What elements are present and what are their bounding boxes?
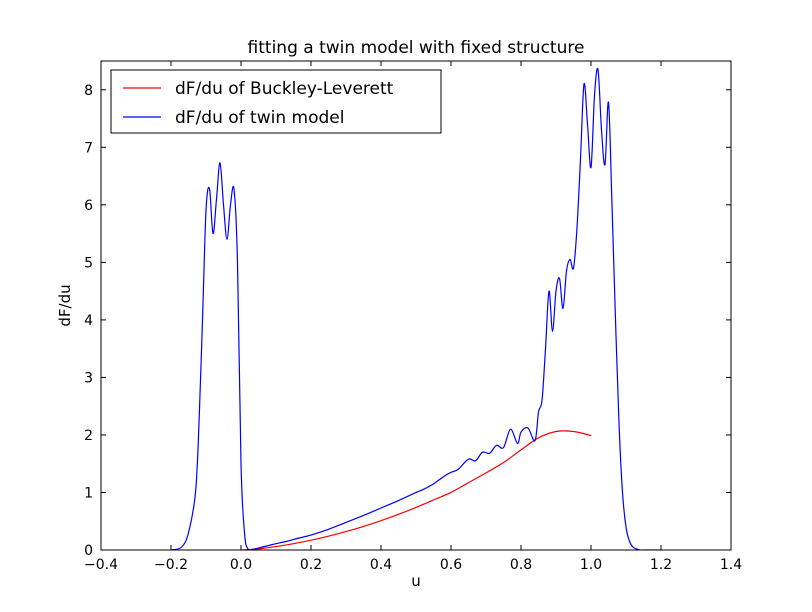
x-tick-label: 0.4 xyxy=(370,557,392,573)
y-tick-label: 0 xyxy=(84,543,93,559)
y-tick-label: 7 xyxy=(84,140,93,156)
chart-title: fitting a twin model with fixed structur… xyxy=(248,38,585,58)
x-tick-label: 1.0 xyxy=(580,557,602,573)
legend-label-twin-model: dF/du of twin model xyxy=(175,108,344,128)
plot-frame xyxy=(100,60,732,551)
series-line-twin-model xyxy=(170,67,661,550)
y-tick-label: 3 xyxy=(84,370,93,386)
x-tick-label: 0.6 xyxy=(440,557,462,573)
legend: dF/du of Buckley-Leverett dF/du of twin … xyxy=(110,69,442,134)
x-tick-label: 0.8 xyxy=(510,557,532,573)
x-tick-label: −0.2 xyxy=(154,557,188,573)
x-tick-label: 1.4 xyxy=(720,557,742,573)
series-layer xyxy=(170,67,661,550)
ticks-layer: −0.4 −0.2 0.0 0.2 0.4 0.6 0.8 1.0 1.2 1.4 0 1 2 3 4 5 6 7… xyxy=(84,61,742,573)
legend-box xyxy=(110,69,442,134)
series-line-buckley-leverett xyxy=(240,430,592,550)
y-tick-label: 8 xyxy=(84,83,93,99)
x-tick-label: 1.2 xyxy=(650,557,672,573)
y-tick-label: 2 xyxy=(84,428,93,444)
legend-label-buckley-leverett: dF/du of Buckley-Leverett xyxy=(175,79,394,99)
x-tick-label: 0.2 xyxy=(300,557,322,573)
x-tick-label: 0.0 xyxy=(230,557,252,573)
y-tick-label: 5 xyxy=(84,255,93,271)
y-tick-label: 6 xyxy=(84,198,93,214)
x-axis-label: u xyxy=(411,572,421,590)
y-axis-label: dF/du xyxy=(56,284,74,326)
y-tick-label: 4 xyxy=(84,313,93,329)
y-tick-label: 1 xyxy=(84,485,93,501)
x-tick-label: −0.4 xyxy=(84,557,118,573)
